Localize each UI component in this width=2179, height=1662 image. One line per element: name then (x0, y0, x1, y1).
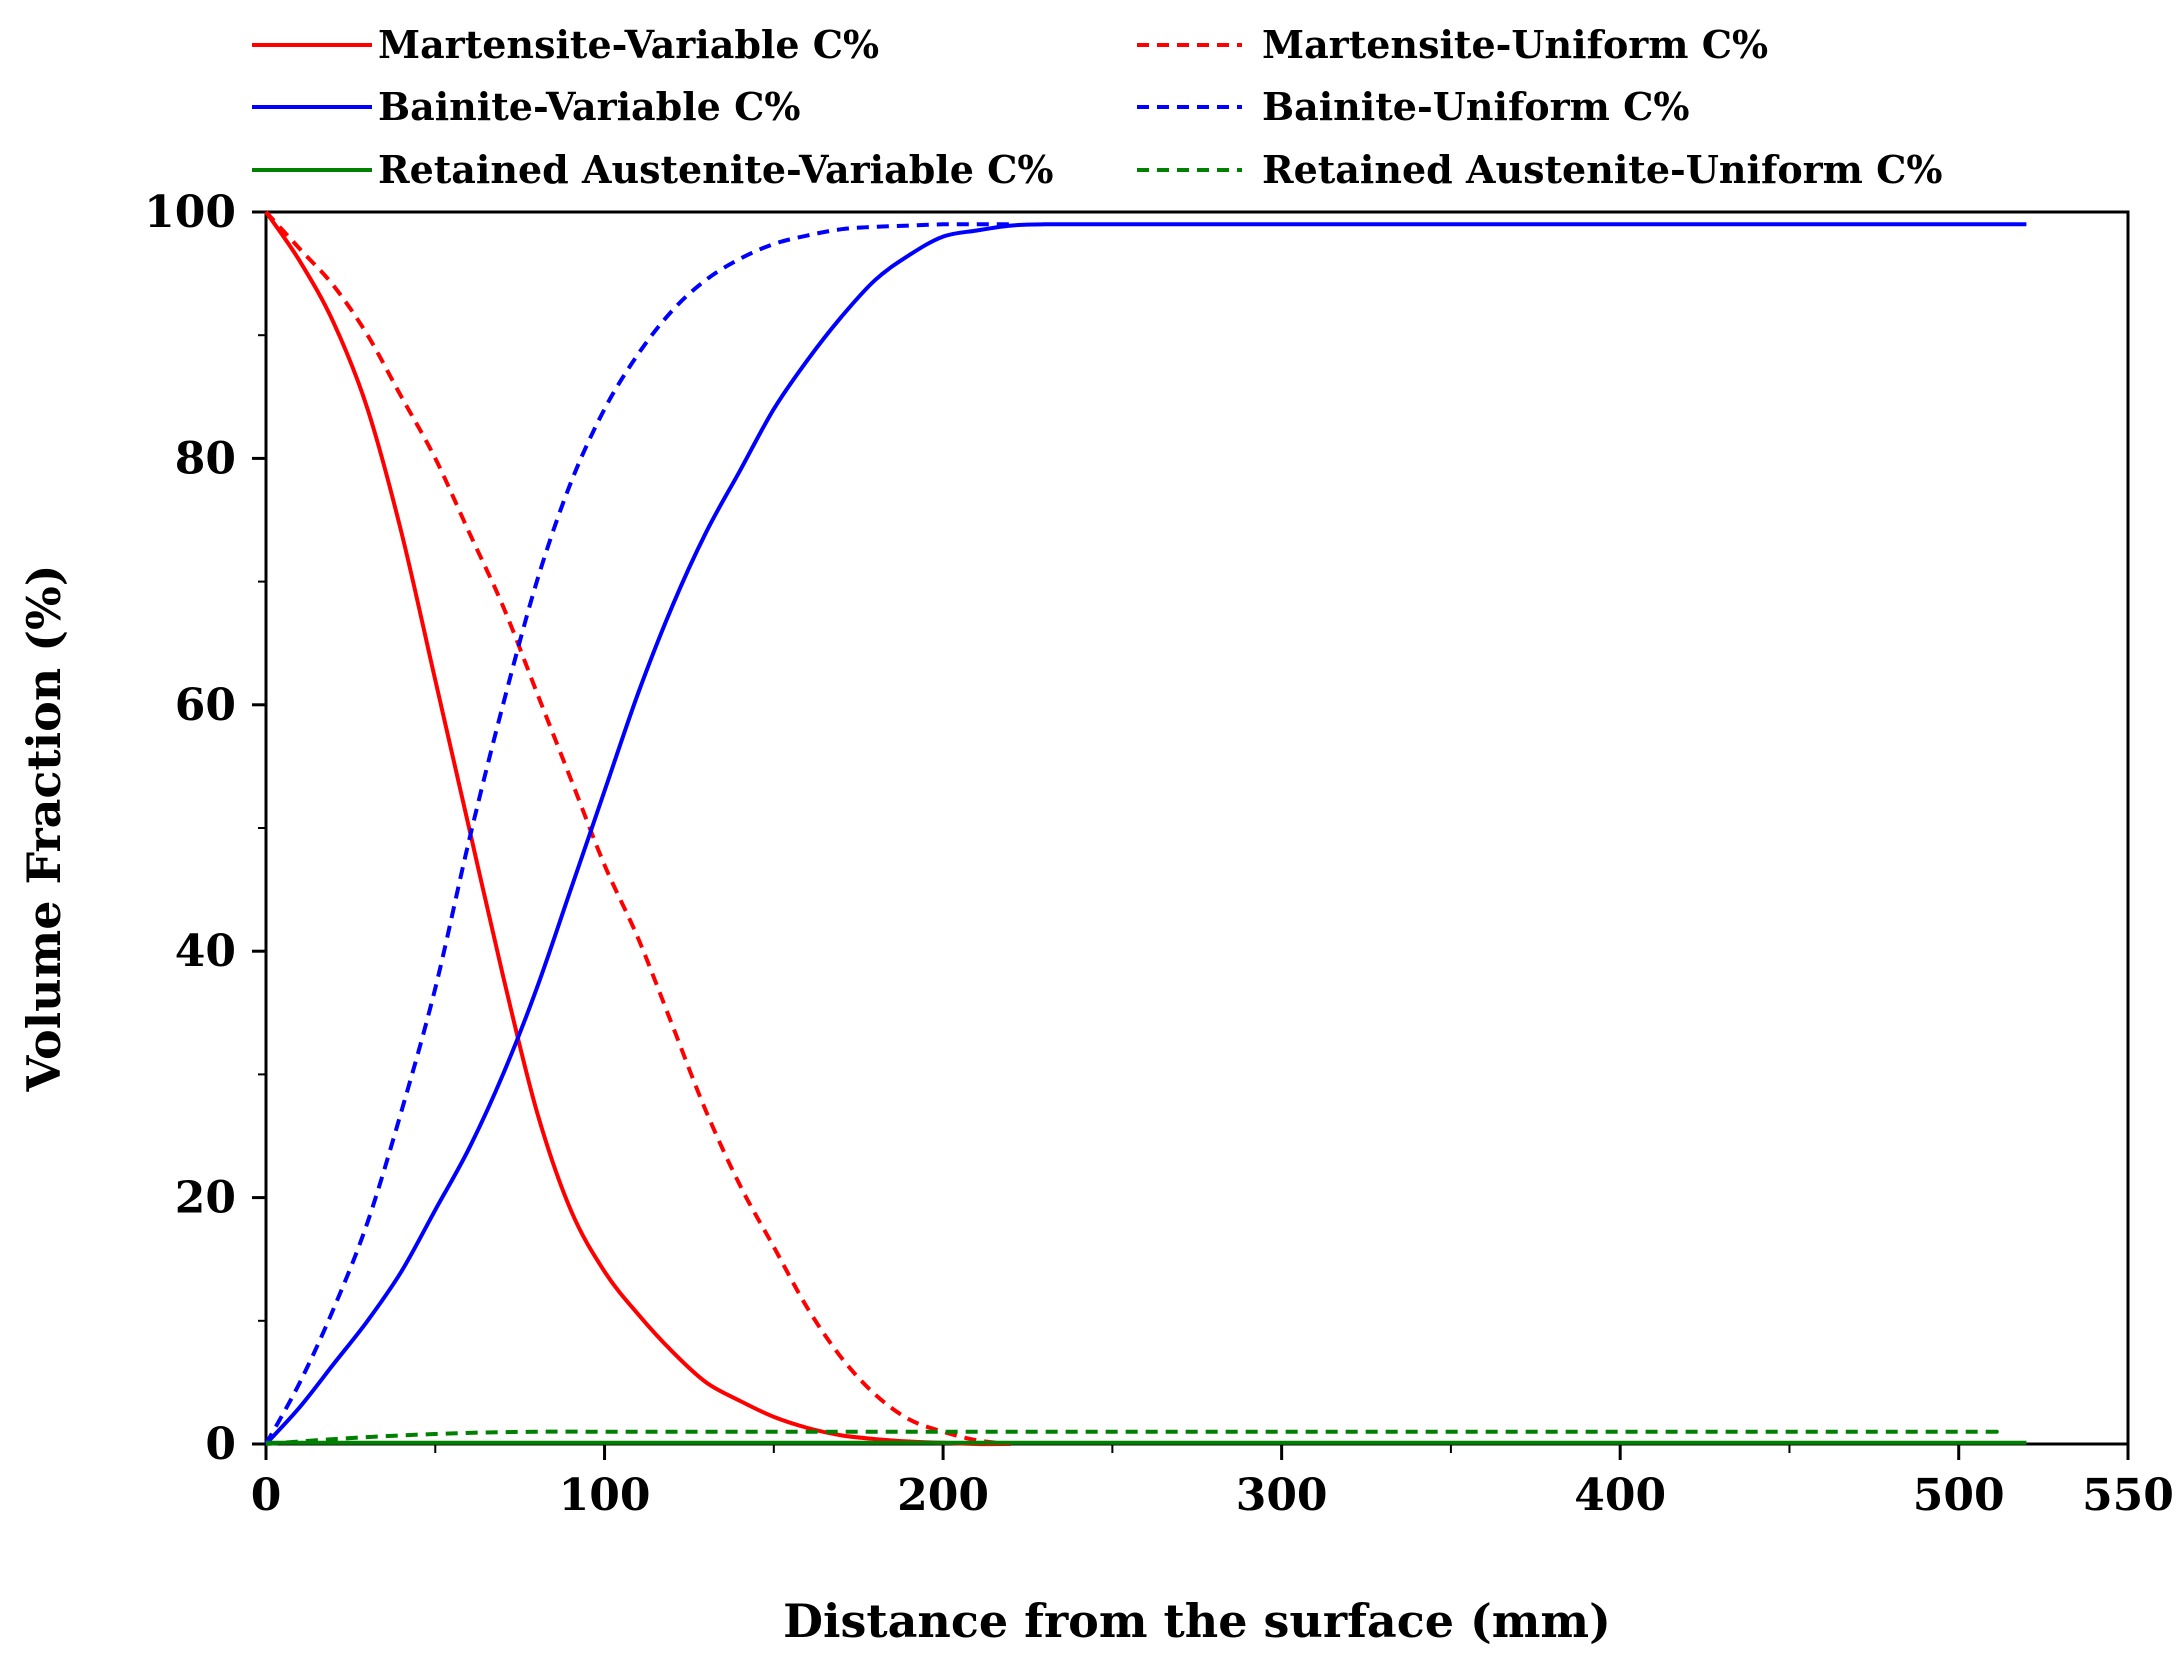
x-tick-label: 300 (1236, 1470, 1328, 1521)
y-tick-label: 80 (175, 433, 236, 484)
y-tick-label: 0 (205, 1419, 236, 1470)
x-tick-label: 0 (251, 1470, 282, 1521)
x-tick-label: 550 (2082, 1470, 2174, 1521)
series-lines (264, 210, 2027, 1447)
x-tick-label: 200 (897, 1470, 989, 1521)
y-tick-label: 60 (175, 680, 236, 731)
x-axis-title: Distance from the surface (mm) (783, 1594, 1611, 1648)
legend-label: Martensite-Uniform C% (1262, 22, 1768, 67)
y-axis-title: Volume Fraction (%) (17, 564, 71, 1092)
series-line-bainite-uniform-c (264, 222, 1011, 1445)
legend-label: Retained Austenite-Variable C% (378, 147, 1053, 192)
series-line-martensite-uniform-c (264, 210, 1012, 1446)
legend-label: Martensite-Variable C% (378, 22, 879, 67)
series-line-bainite-variable-c (264, 222, 2027, 1446)
series-line-martensite-variable-c (264, 210, 1011, 1447)
y-tick-label: 100 (144, 187, 236, 238)
legend-label: Bainite-Uniform C% (1262, 84, 1689, 129)
legend-label: Bainite-Variable C% (378, 84, 800, 129)
legend-label: Retained Austenite-Uniform C% (1262, 147, 1942, 192)
y-axis-ticks: 0 20 40 60 80 100 (144, 187, 266, 1470)
minor-ticks (258, 334, 1791, 1453)
y-tick-label: 20 (175, 1173, 236, 1224)
x-tick-label: 400 (1574, 1470, 1666, 1521)
y-tick-label: 40 (175, 926, 236, 977)
x-tick-label: 500 (1913, 1470, 2005, 1521)
x-axis-ticks: 0 100 200 300 400 500 550 (251, 1444, 2174, 1521)
x-tick-label: 100 (559, 1470, 651, 1521)
legend: Martensite-Variable C% Martensite-Uniform… (252, 22, 1942, 192)
